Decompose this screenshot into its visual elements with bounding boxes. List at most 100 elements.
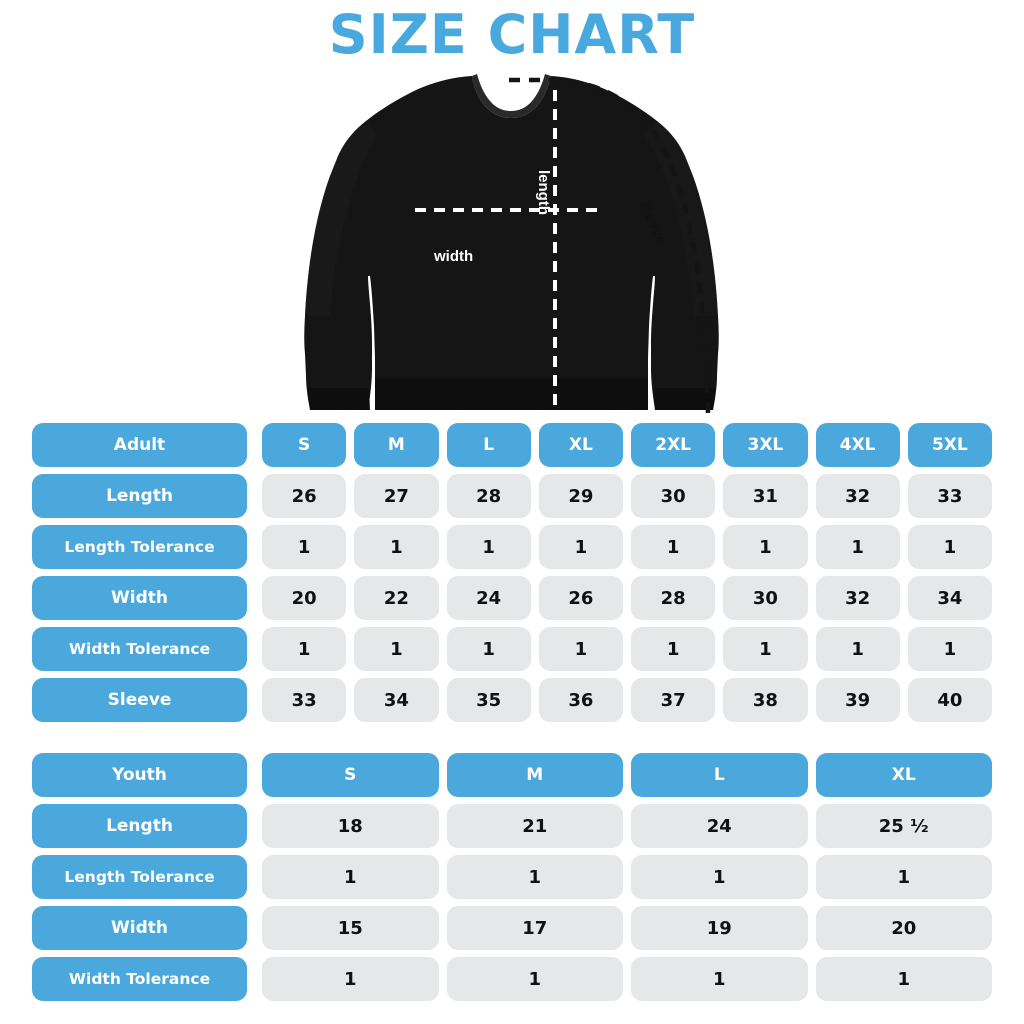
adult-size-header-2xl[interactable]: 2XL <box>631 423 716 467</box>
table-cell: 1 <box>815 957 992 1001</box>
table-cell: 28 <box>446 474 531 518</box>
table-cell: 24 <box>446 576 531 620</box>
youth-size-header-s[interactable]: S <box>262 753 439 797</box>
youth-size-header-l[interactable]: L <box>631 753 808 797</box>
table-cell: 26 <box>538 576 623 620</box>
adult-header-row: Adult S M L XL 2XL 3XL 4XL 5XL <box>32 423 992 467</box>
table-row: Width 15 17 19 20 <box>32 906 992 950</box>
table-cell: 1 <box>538 627 623 671</box>
table-cell: 1 <box>354 627 439 671</box>
table-row: Length Tolerance 1 1 1 1 1 1 1 1 <box>32 525 992 569</box>
table-cell: 1 <box>354 525 439 569</box>
table-cell: 29 <box>538 474 623 518</box>
table-cell: 38 <box>723 678 808 722</box>
table-cell: 20 <box>262 576 347 620</box>
table-cell: 1 <box>631 855 808 899</box>
table-row: Sleeve 33 34 35 36 37 38 39 40 <box>32 678 992 722</box>
table-cell: 28 <box>631 576 716 620</box>
table-row: Width Tolerance 1 1 1 1 <box>32 957 992 1001</box>
table-cell: 26 <box>262 474 347 518</box>
adult-size-header-xl[interactable]: XL <box>538 423 623 467</box>
table-cell: 15 <box>262 906 439 950</box>
table-cell: 1 <box>262 525 347 569</box>
adult-size-table: Adult S M L XL 2XL 3XL 4XL 5XL Length 26… <box>0 423 1024 722</box>
adult-size-header-l[interactable]: L <box>446 423 531 467</box>
table-cell: 36 <box>538 678 623 722</box>
table-cell: 21 <box>446 804 623 848</box>
table-cell: 1 <box>446 957 623 1001</box>
youth-header-row: Youth S M L XL <box>32 753 992 797</box>
table-cell: 1 <box>723 627 808 671</box>
adult-size-header-5xl[interactable]: 5XL <box>907 423 992 467</box>
table-cell: 37 <box>631 678 716 722</box>
table-cell: 1 <box>723 525 808 569</box>
youth-size-header-m[interactable]: M <box>446 753 623 797</box>
adult-size-header-m[interactable]: M <box>354 423 439 467</box>
adult-size-header-3xl[interactable]: 3XL <box>723 423 808 467</box>
table-cell: 1 <box>815 855 992 899</box>
sleeve-measure-line <box>509 77 711 417</box>
adult-size-header-s[interactable]: S <box>262 423 347 467</box>
table-cell: 40 <box>907 678 992 722</box>
row-label-length-tolerance: Length Tolerance <box>32 525 247 569</box>
page-title: SIZE CHART <box>328 3 696 66</box>
table-cell: 33 <box>907 474 992 518</box>
table-cell: 34 <box>354 678 439 722</box>
row-label-width-tolerance: Width Tolerance <box>32 957 247 1001</box>
table-separator <box>0 729 1024 753</box>
table-cell: 1 <box>631 525 716 569</box>
table-cell: 1 <box>907 525 992 569</box>
row-label-width-tolerance: Width Tolerance <box>32 627 247 671</box>
youth-size-table: Youth S M L XL Length 18 21 24 25 ¹⁄₂ Le… <box>0 753 1024 1001</box>
length-label: length <box>535 170 552 215</box>
table-cell: 35 <box>446 678 531 722</box>
table-cell: 17 <box>446 906 623 950</box>
row-label-length: Length <box>32 804 247 848</box>
row-label-width: Width <box>32 576 247 620</box>
table-cell: 1 <box>262 627 347 671</box>
table-cell: 30 <box>723 576 808 620</box>
table-cell: 1 <box>815 525 900 569</box>
table-cell: 1 <box>446 525 531 569</box>
table-cell: 32 <box>815 474 900 518</box>
youth-size-header-xl[interactable]: XL <box>815 753 992 797</box>
table-row: Length Tolerance 1 1 1 1 <box>32 855 992 899</box>
table-cell: 27 <box>354 474 439 518</box>
table-row: Length 26 27 28 29 30 31 32 33 <box>32 474 992 518</box>
table-cell: 1 <box>446 627 531 671</box>
table-cell: 1 <box>262 957 439 1001</box>
table-cell: 19 <box>631 906 808 950</box>
table-row: Length 18 21 24 25 ¹⁄₂ <box>32 804 992 848</box>
table-cell: 1 <box>538 525 623 569</box>
table-cell: 18 <box>262 804 439 848</box>
row-label-sleeve: Sleeve <box>32 678 247 722</box>
table-row: Width 20 22 24 26 28 30 32 34 <box>32 576 992 620</box>
table-cell: 33 <box>262 678 347 722</box>
table-cell: 32 <box>815 576 900 620</box>
adult-size-header-4xl[interactable]: 4XL <box>815 423 900 467</box>
table-cell: 1 <box>446 855 623 899</box>
table-cell: 1 <box>815 627 900 671</box>
row-label-width: Width <box>32 906 247 950</box>
row-label-length: Length <box>32 474 247 518</box>
table-cell: 1 <box>907 627 992 671</box>
table-cell: 39 <box>815 678 900 722</box>
sweatshirt-body <box>304 74 719 410</box>
garment-illustration: width length sleeve <box>0 58 1024 423</box>
table-cell: 31 <box>723 474 808 518</box>
adult-header-label: Adult <box>32 423 247 467</box>
youth-header-label: Youth <box>32 753 247 797</box>
table-cell: 30 <box>631 474 716 518</box>
width-label: width <box>434 248 474 265</box>
table-cell: 1 <box>631 957 808 1001</box>
table-cell: 20 <box>815 906 992 950</box>
table-cell: 24 <box>631 804 808 848</box>
row-label-length-tolerance: Length Tolerance <box>32 855 247 899</box>
sweatshirt-graphic <box>304 74 719 417</box>
table-cell: 22 <box>354 576 439 620</box>
table-cell: 1 <box>262 855 439 899</box>
table-cell: 1 <box>631 627 716 671</box>
table-cell: 25 ¹⁄₂ <box>815 804 992 848</box>
table-cell: 34 <box>907 576 992 620</box>
table-row: Width Tolerance 1 1 1 1 1 1 1 1 <box>32 627 992 671</box>
